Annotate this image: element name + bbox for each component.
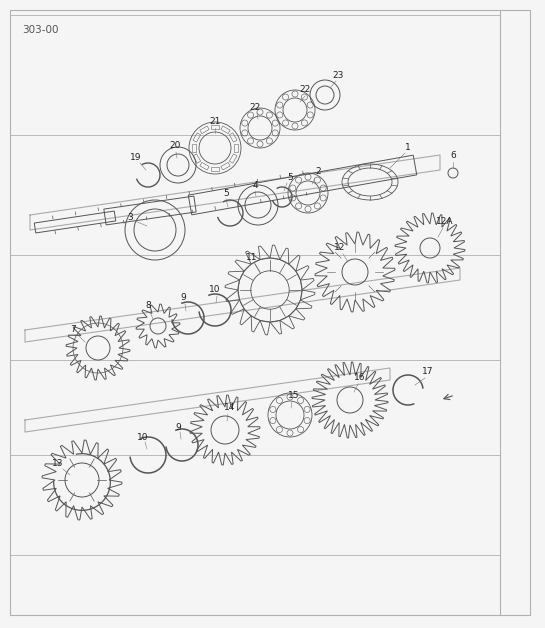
Text: 8: 8 [145, 301, 151, 310]
Text: 5: 5 [223, 188, 229, 197]
Text: 16: 16 [354, 374, 366, 382]
Text: 6: 6 [450, 151, 456, 161]
Text: 1: 1 [405, 144, 411, 153]
Text: 9: 9 [175, 423, 181, 431]
Text: 12: 12 [334, 244, 346, 252]
Text: 14: 14 [225, 404, 235, 413]
Text: 7: 7 [70, 325, 76, 335]
Text: 23: 23 [332, 70, 344, 80]
Text: 11: 11 [246, 254, 258, 263]
Text: 2: 2 [315, 168, 321, 176]
Text: 15: 15 [288, 391, 300, 401]
Text: 10: 10 [137, 433, 149, 441]
Text: 5: 5 [287, 173, 293, 181]
Text: 3: 3 [127, 214, 133, 222]
Text: 303-00: 303-00 [22, 25, 58, 35]
Text: 10: 10 [209, 286, 221, 295]
Text: 22: 22 [250, 104, 261, 112]
Text: 4: 4 [252, 180, 258, 190]
Text: 21: 21 [209, 117, 221, 126]
Text: 17: 17 [422, 367, 434, 377]
Text: 9: 9 [180, 293, 186, 303]
Text: 22: 22 [299, 85, 311, 94]
Text: 13: 13 [52, 460, 64, 468]
Text: 20: 20 [169, 141, 181, 149]
Text: 12A: 12A [436, 217, 454, 227]
Text: 19: 19 [130, 153, 142, 163]
